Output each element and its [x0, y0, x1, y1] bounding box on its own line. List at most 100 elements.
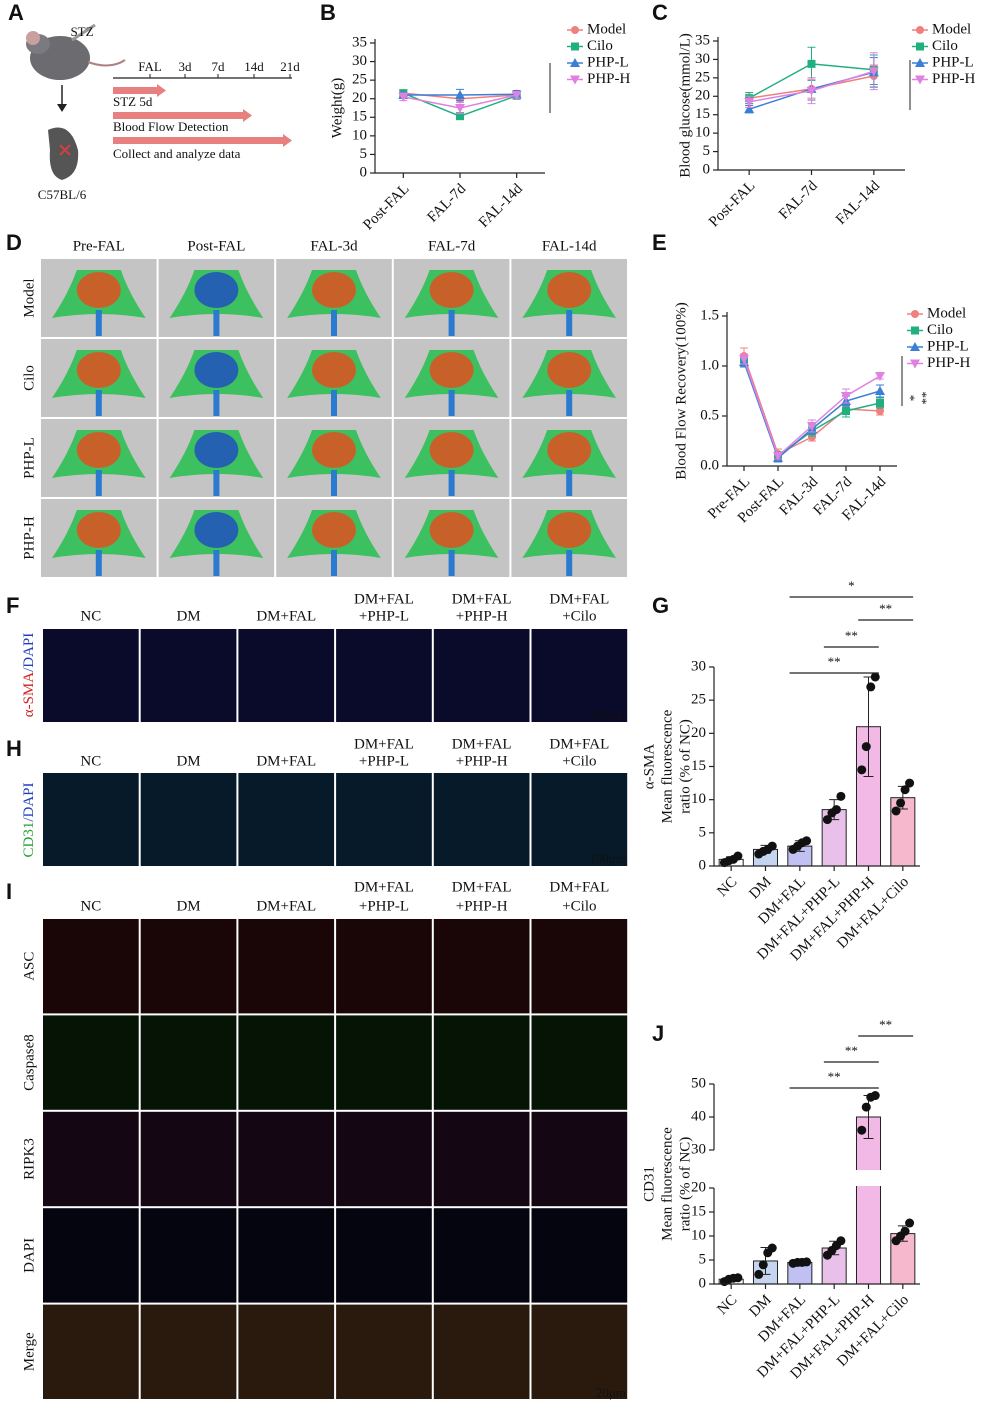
legend-marker	[571, 26, 579, 34]
y-tick-label: 20	[352, 90, 367, 106]
legend-marker	[570, 58, 580, 67]
y-tick-label: 30	[691, 1141, 706, 1157]
perfusion-core	[194, 272, 239, 308]
row-header: ASC	[21, 952, 37, 981]
perfusion-tail	[566, 470, 573, 496]
micrograph	[140, 1304, 237, 1399]
column-header: +PHP-H	[456, 608, 508, 624]
legend-label: PHP-L	[587, 54, 629, 70]
micrograph	[140, 1111, 237, 1207]
panel-label: J	[652, 1021, 664, 1046]
y-tick-label: 15	[691, 758, 706, 774]
significance: **	[828, 654, 841, 669]
data-point	[876, 407, 884, 415]
y-tick-label: 5	[703, 143, 711, 159]
legend-marker	[916, 26, 924, 34]
legend-label: Cilo	[932, 38, 958, 54]
perfusion-core	[76, 432, 121, 468]
micrograph	[531, 1304, 628, 1399]
perfusion-tail	[566, 390, 573, 416]
perfusion-core	[547, 432, 592, 468]
x-tick-label: FAL-7d	[425, 181, 470, 226]
data-point	[900, 1226, 910, 1236]
y-axis-title: Blood glucose(mmol/L)	[677, 33, 693, 178]
column-header: FAL-14d	[542, 238, 597, 254]
significance: **	[845, 628, 858, 643]
y-axis-title: Blood Flow Recovery(100%)	[673, 302, 689, 479]
micrograph	[140, 919, 237, 1014]
significance: **	[915, 392, 930, 405]
data-point	[767, 841, 777, 851]
data-point	[875, 372, 885, 381]
bar	[855, 1116, 882, 1285]
micrograph	[43, 919, 139, 1014]
column-header: DM+FAL	[452, 591, 512, 607]
micrograph	[140, 1015, 237, 1110]
perfusion-tail	[213, 310, 220, 336]
column-header: DM+FAL	[256, 898, 316, 914]
data-point	[861, 742, 871, 752]
data-point	[831, 805, 841, 815]
y-tick-label: 50	[691, 1075, 706, 1091]
data-point	[842, 407, 850, 415]
perfusion-core	[194, 432, 239, 468]
data-point	[905, 778, 915, 788]
micrograph	[140, 629, 237, 722]
scale-bar: 100μm	[589, 851, 626, 866]
legend-label: Cilo	[927, 322, 953, 338]
data-point	[857, 765, 867, 775]
perfusion-tail	[448, 310, 455, 336]
data-point	[870, 1091, 880, 1101]
micrograph	[336, 919, 432, 1014]
data-point	[767, 1243, 777, 1253]
data-point	[807, 59, 816, 68]
data-point	[754, 1269, 764, 1279]
y-tick-label: 20	[695, 88, 710, 104]
column-header: DM+FAL	[452, 879, 512, 895]
axes	[726, 312, 897, 467]
legend-marker	[910, 359, 920, 369]
data-point	[896, 798, 906, 808]
perfusion-core	[429, 432, 474, 468]
legend-marker	[911, 310, 919, 318]
scale-bar: 100μm	[589, 707, 626, 722]
perfusion-tail	[213, 550, 220, 576]
micrograph	[43, 1304, 139, 1399]
y-tick-label: 10	[352, 127, 367, 143]
column-header: +PHP-L	[359, 753, 409, 769]
perfusion-core	[194, 512, 239, 548]
data-point	[866, 682, 876, 692]
x-tick-label: NC	[714, 1292, 740, 1318]
y-tick-label: 25	[352, 72, 367, 88]
data-point	[905, 1218, 915, 1228]
stain-part: α-SMA	[21, 672, 37, 718]
perfusion-core	[312, 512, 356, 548]
perfusion-tail	[331, 310, 337, 336]
y-tick-label: 35	[352, 34, 367, 50]
legend-marker	[570, 75, 580, 85]
perfusion-tail	[566, 310, 573, 336]
significance: **	[845, 1043, 858, 1058]
data-point	[456, 112, 464, 121]
data-point	[900, 785, 910, 795]
perfusion-core	[547, 352, 592, 388]
y-tick-label: 20	[691, 725, 706, 741]
micrograph	[336, 1111, 432, 1207]
micrograph	[531, 773, 628, 866]
legend-label: PHP-H	[927, 355, 971, 371]
legend-marker	[915, 58, 925, 67]
column-header: FAL-7d	[428, 238, 476, 254]
micrograph	[140, 773, 237, 866]
micrograph	[336, 1304, 432, 1399]
perfusion-core	[76, 352, 121, 388]
legend-label: PHP-L	[932, 54, 974, 70]
micrograph	[336, 1208, 432, 1303]
column-header: DM+FAL	[256, 753, 316, 769]
legend-label: PHP-H	[587, 71, 631, 87]
micrograph	[43, 1208, 139, 1303]
micrograph	[433, 629, 530, 722]
micrograph	[433, 773, 530, 866]
column-header: DM+FAL	[549, 591, 609, 607]
y-tick-label: 10	[691, 1227, 706, 1243]
perfusion-tail	[213, 390, 220, 416]
